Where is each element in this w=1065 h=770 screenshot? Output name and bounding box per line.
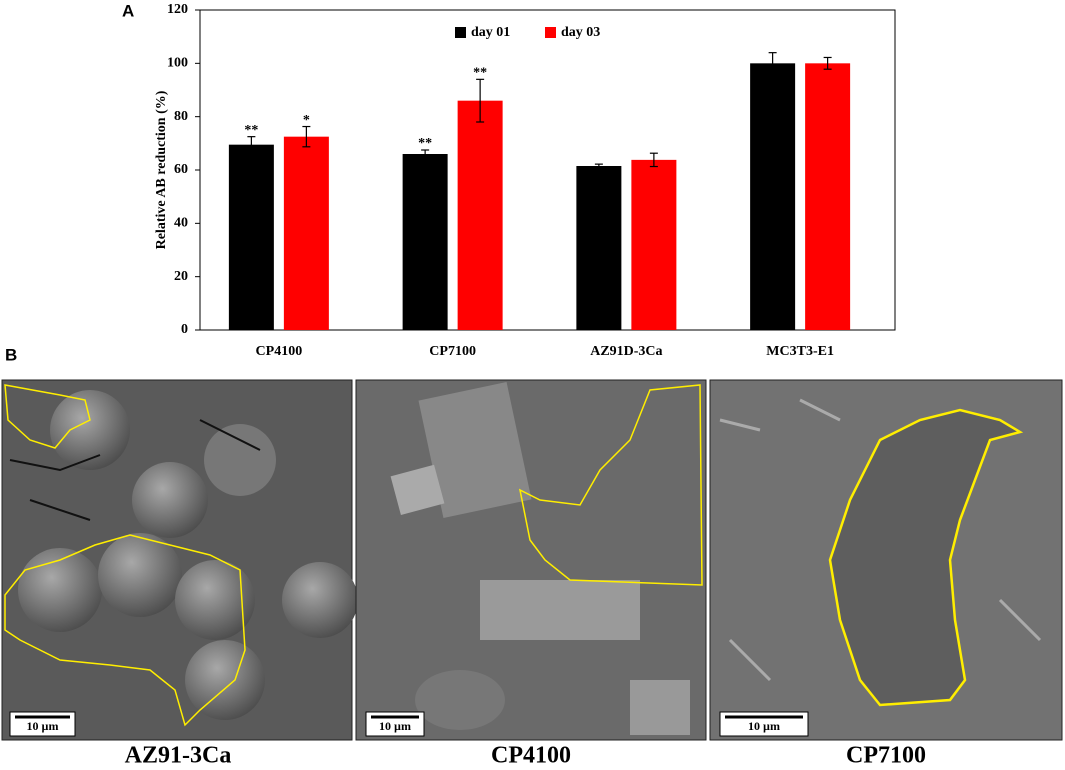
scale-bar-label: 10 µm <box>27 719 59 733</box>
significance-mark: ** <box>473 66 487 81</box>
image-caption: AZ91-3Ca <box>125 743 232 769</box>
scale-bar-label: 10 µm <box>748 719 780 733</box>
y-tick-label: 60 <box>174 162 188 177</box>
y-tick-label: 100 <box>167 56 188 71</box>
bar <box>805 63 851 330</box>
panel-label: A <box>122 1 134 20</box>
y-tick-label: 20 <box>174 269 188 284</box>
scale-bar-label: 10 µm <box>379 719 411 733</box>
bar <box>576 166 622 330</box>
y-tick-label: 0 <box>181 322 188 337</box>
y-tick-label: 120 <box>167 2 188 17</box>
significance-mark: ** <box>244 123 258 138</box>
x-tick-label: CP7100 <box>429 344 476 359</box>
x-tick-label: CP4100 <box>256 344 303 359</box>
bar <box>228 144 274 330</box>
legend-swatch <box>455 27 466 38</box>
bar <box>631 159 677 330</box>
image-caption: CP4100 <box>491 743 571 769</box>
y-axis-label: Relative AB reduction (%) <box>154 90 169 249</box>
significance-mark: ** <box>418 136 432 151</box>
bar <box>457 100 503 331</box>
y-tick-label: 80 <box>174 109 188 124</box>
sem-image <box>1 379 358 741</box>
x-tick-label: AZ91D-3Ca <box>590 344 662 359</box>
legend-swatch <box>545 27 556 38</box>
legend-label: day 01 <box>471 25 510 40</box>
sem-image <box>355 379 707 741</box>
y-tick-label: 40 <box>174 216 188 231</box>
sem-image <box>709 379 1063 741</box>
legend-label: day 03 <box>561 25 600 40</box>
bar <box>402 154 448 330</box>
image-caption: CP7100 <box>846 743 926 769</box>
bar <box>750 63 796 330</box>
bar <box>283 136 329 330</box>
panel-label: B <box>5 345 17 364</box>
significance-mark: * <box>303 113 310 128</box>
x-tick-label: MC3T3-E1 <box>766 344 834 359</box>
